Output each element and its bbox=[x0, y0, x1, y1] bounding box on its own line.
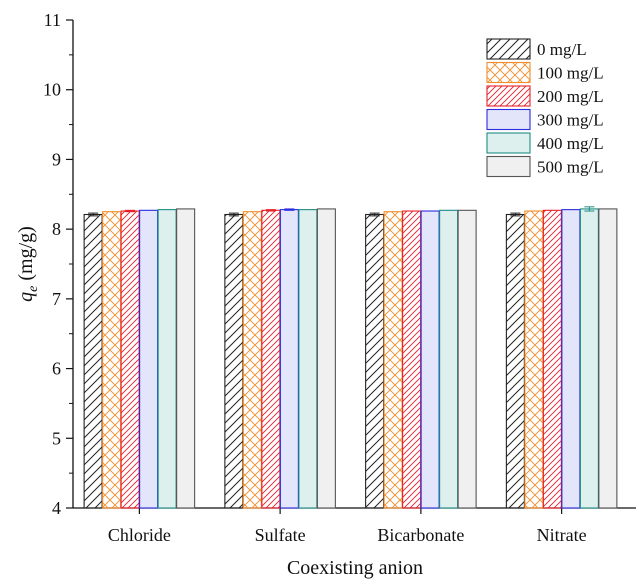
y-axis-label-subscript: e bbox=[26, 286, 41, 292]
bar bbox=[224, 213, 244, 509]
y-tick-label: 5 bbox=[52, 428, 61, 448]
x-tick-label: Sulfate bbox=[255, 525, 306, 545]
legend-item: 400 mg/L bbox=[486, 132, 604, 154]
bar-group-bicarbonate bbox=[365, 209, 477, 509]
bar bbox=[298, 209, 318, 509]
bar bbox=[457, 209, 477, 509]
legend-label: 200 mg/L bbox=[537, 87, 604, 106]
bar bbox=[316, 208, 336, 509]
bar bbox=[139, 209, 159, 509]
legend-swatch bbox=[486, 108, 531, 131]
legend-label: 0 mg/L bbox=[537, 40, 587, 59]
legend-item: 100 mg/L bbox=[486, 61, 604, 84]
bar bbox=[524, 210, 544, 509]
bar bbox=[598, 208, 618, 509]
bar bbox=[83, 213, 103, 509]
bar bbox=[120, 210, 140, 509]
legend: 0 mg/L 100 mg/L 200 mg/L 300 mg/L 400 mg/L 50… bbox=[486, 38, 604, 178]
y-tick-label: 11 bbox=[44, 10, 61, 30]
legend-item: 200 mg/L bbox=[486, 85, 604, 107]
bar bbox=[420, 210, 440, 509]
legend-label: 500 mg/L bbox=[537, 158, 604, 177]
legend-item: 500 mg/L bbox=[486, 155, 604, 178]
x-axis-label: Coexisting anion bbox=[287, 557, 423, 579]
bar bbox=[102, 211, 122, 509]
y-tick-label: 9 bbox=[52, 149, 61, 169]
bar bbox=[365, 213, 385, 509]
bar bbox=[157, 209, 177, 509]
legend-swatch bbox=[486, 155, 531, 178]
legend-item: 0 mg/L bbox=[486, 38, 587, 60]
legend-swatch bbox=[486, 61, 531, 84]
y-tick-label: 6 bbox=[52, 359, 61, 379]
bar bbox=[561, 209, 581, 509]
bar-group-nitrate bbox=[505, 206, 618, 509]
y-tick-label: 8 bbox=[52, 219, 61, 239]
bar bbox=[279, 209, 299, 509]
bar bbox=[505, 213, 525, 509]
bar-group-sulfate bbox=[224, 208, 336, 509]
bar bbox=[242, 211, 262, 509]
legend-label: 400 mg/L bbox=[537, 134, 604, 153]
legend-swatch bbox=[486, 85, 531, 107]
x-tick-label: Nitrate bbox=[537, 525, 587, 545]
y-tick-label: 4 bbox=[52, 498, 61, 518]
bar bbox=[579, 208, 599, 509]
y-axis-label-unit: (mg/g) bbox=[15, 226, 37, 285]
legend-label: 100 mg/L bbox=[537, 64, 604, 83]
legend-swatch bbox=[486, 38, 531, 60]
y-tick-label: 10 bbox=[43, 80, 61, 100]
bar bbox=[176, 208, 196, 509]
bar bbox=[383, 211, 403, 509]
bar bbox=[542, 209, 562, 509]
legend-swatch bbox=[486, 132, 531, 154]
bar bbox=[261, 209, 281, 509]
x-axis-ticks: Chloride Sulfate Bicarbonate Nitrate bbox=[108, 508, 587, 545]
legend-label: 300 mg/L bbox=[537, 111, 604, 130]
y-axis-label: qe (mg/g) bbox=[15, 226, 41, 302]
bar bbox=[439, 209, 459, 509]
bar-groups bbox=[83, 206, 618, 509]
legend-item: 300 mg/L bbox=[486, 108, 604, 131]
y-axis-label-symbol: q bbox=[15, 292, 37, 302]
x-tick-label: Bicarbonate bbox=[377, 525, 464, 545]
bar bbox=[402, 210, 422, 509]
y-tick-label: 7 bbox=[52, 289, 61, 309]
bar-group-chloride bbox=[83, 208, 196, 509]
y-axis-ticks: 4 5 6 7 8 9 10 11 bbox=[43, 10, 73, 518]
x-tick-label: Chloride bbox=[108, 525, 171, 545]
